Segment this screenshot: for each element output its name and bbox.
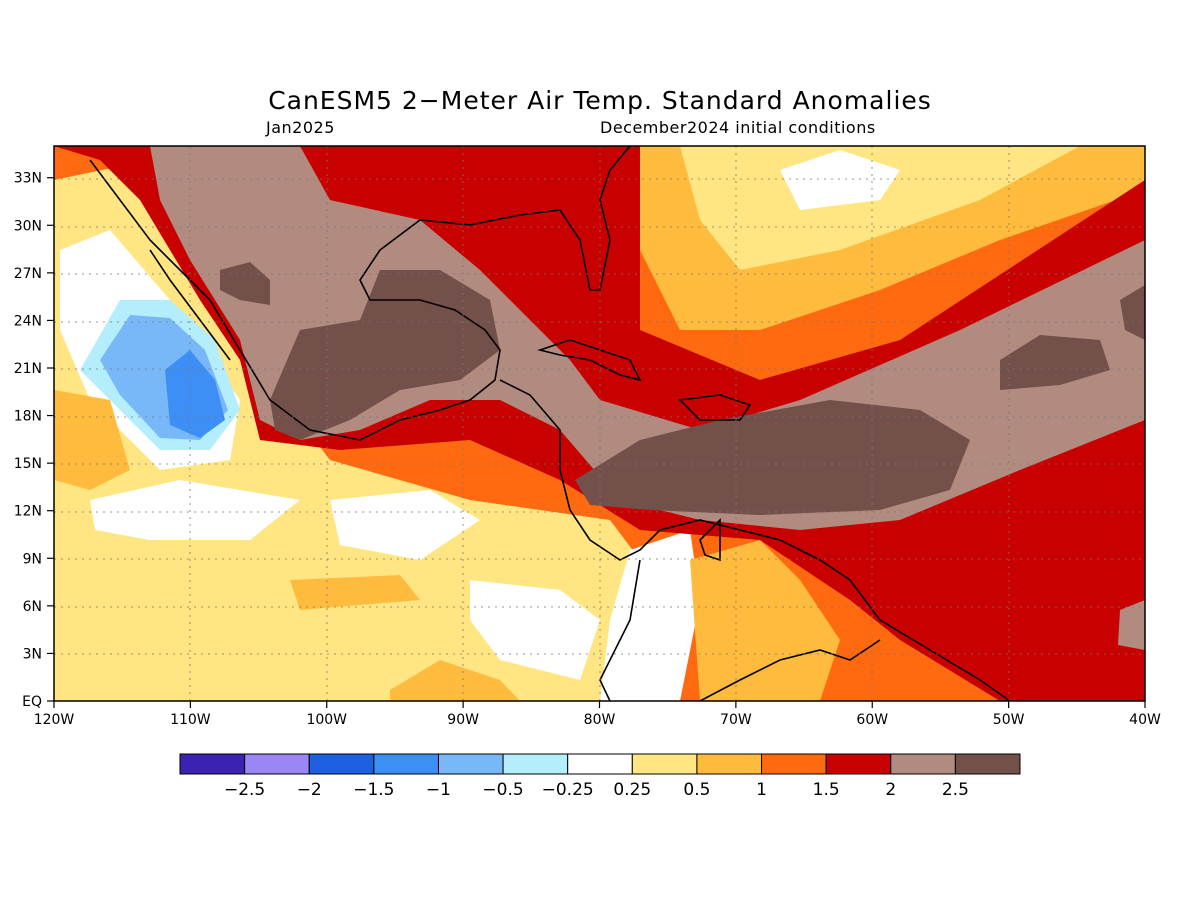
colorbar-label: 1.5 <box>813 780 840 800</box>
lat-tick-label: 6N <box>23 599 42 615</box>
colorbar-label: 0.25 <box>613 780 651 800</box>
colorbar-swatch <box>890 753 956 775</box>
colorbar-swatch <box>761 753 827 775</box>
colorbar: −2.5 −2 −1.5 −1 −0.5 −0.25 0.25 0.5 1 1.5 2 2.5 <box>179 753 1021 800</box>
lon-tick-label: 40W <box>1129 712 1161 728</box>
lat-tick-label: 30N <box>14 218 42 234</box>
colorbar-label: −0.25 <box>542 780 594 800</box>
lon-tick-label: 50W <box>993 712 1025 728</box>
map-title: CanESM5 2−Meter Air Temp. Standard Anoma… <box>268 86 932 115</box>
venezuela-gold-region <box>690 540 840 701</box>
lat-tick-label: 12N <box>14 504 42 520</box>
lat-tick-label: 3N <box>23 646 42 662</box>
lat-tick-label: 27N <box>14 266 42 282</box>
valid-month: Jan2025 <box>266 118 335 137</box>
lat-tick-label: 15N <box>14 456 42 472</box>
longitude-axis: 120W 110W 100W 90W 80W 70W 60W 50W 40W <box>34 701 1161 728</box>
warm-anomaly-brown-mexico-north <box>220 262 270 305</box>
colorbar-swatch <box>502 753 569 775</box>
colorbar-swatch <box>437 753 504 775</box>
lon-tick-label: 90W <box>447 712 479 728</box>
lat-tick-label: 9N <box>23 551 42 567</box>
colorbar-label: −2 <box>297 780 322 800</box>
lon-tick-label: 120W <box>34 712 75 728</box>
colorbar-label: −0.5 <box>482 780 523 800</box>
cold-anomaly-blue <box>165 350 225 438</box>
colorbar-label: −2.5 <box>224 780 265 800</box>
colorbar-swatch <box>373 753 439 775</box>
lat-tick-label: 21N <box>14 361 42 377</box>
colorbar-swatch <box>308 753 375 775</box>
coastlines <box>89 146 1011 701</box>
colorbar-label: 2 <box>885 780 896 800</box>
warm-anomaly-brown-atlantic <box>1000 335 1110 390</box>
lat-tick-label: EQ <box>22 694 42 710</box>
colombia-white-region <box>600 530 700 701</box>
colorbar-swatch <box>954 753 1021 775</box>
rose-patch-southeast <box>1118 600 1145 650</box>
initial-conditions: December2024 initial conditions <box>600 118 876 137</box>
lon-tick-label: 80W <box>584 712 616 728</box>
anomaly-field <box>54 146 1145 701</box>
colorbar-swatch <box>179 753 246 775</box>
atlantic-white-patch <box>780 150 900 210</box>
colorbar-label: 2.5 <box>942 780 969 800</box>
lon-tick-label: 70W <box>720 712 752 728</box>
warm-anomaly-brown-east <box>1120 285 1145 340</box>
pacific-white-patch <box>90 480 300 540</box>
pacific-white-patch-3 <box>470 580 600 680</box>
colorbar-swatch <box>631 753 698 775</box>
lat-tick-label: 33N <box>14 171 42 187</box>
pacific-gold-patch <box>54 390 130 490</box>
lon-tick-label: 100W <box>306 712 347 728</box>
colorbar-swatch <box>696 753 763 775</box>
colorbar-swatch <box>567 753 633 775</box>
pacific-white-patch-2 <box>330 490 480 560</box>
lat-tick-label: 18N <box>14 409 42 425</box>
colorbar-swatch <box>825 753 892 775</box>
colorbar-label: −1.5 <box>353 780 394 800</box>
latitude-axis: EQ 3N 6N 9N 12N 15N 18N 21N 24N 27N 30N 33N <box>14 171 54 710</box>
colorbar-label: 0.5 <box>683 780 710 800</box>
atlantic-yellow-band <box>680 146 1080 270</box>
graticule <box>54 146 1145 701</box>
warm-anomaly-brown-mexico <box>270 270 500 440</box>
pacific-gold-patch-2 <box>290 575 420 610</box>
colorbar-label: −1 <box>426 780 451 800</box>
lon-tick-label: 60W <box>856 712 888 728</box>
lat-tick-label: 24N <box>14 313 42 329</box>
colorbar-swatch <box>244 753 310 775</box>
pacific-gold-patch-3 <box>390 660 520 701</box>
warm-anomaly-brown-caribbean <box>575 400 970 515</box>
lon-tick-label: 110W <box>170 712 211 728</box>
colorbar-label: 1 <box>756 780 767 800</box>
